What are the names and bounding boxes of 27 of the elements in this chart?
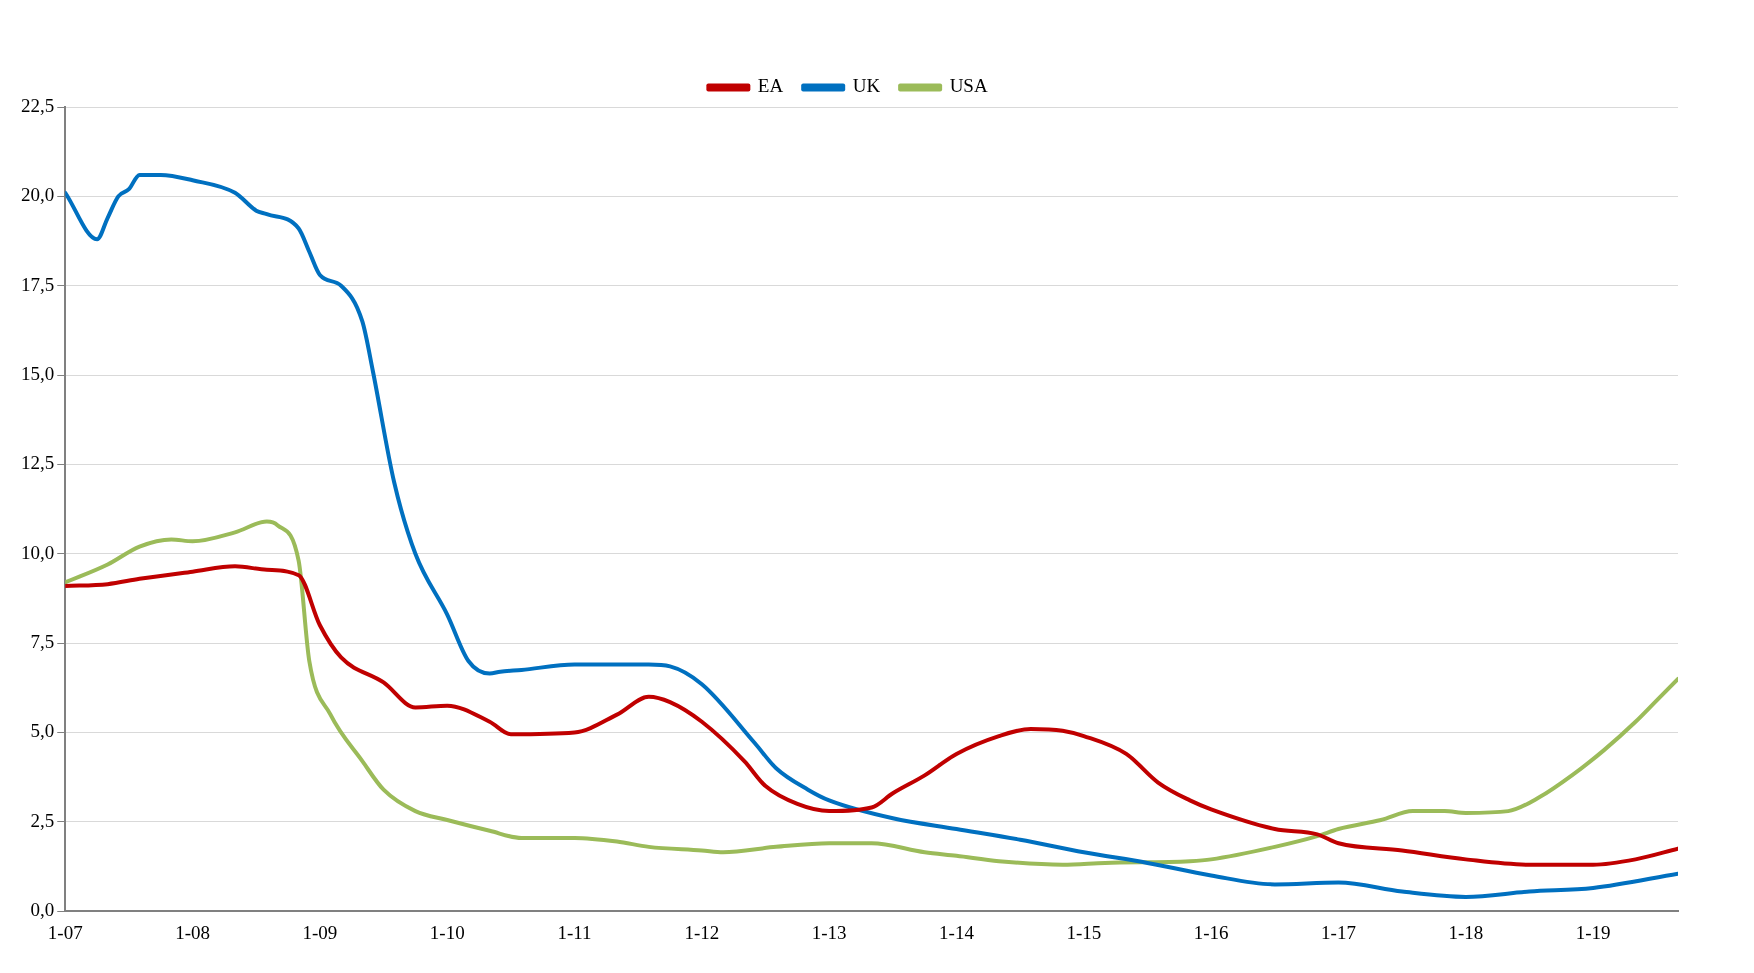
x-tick-label: 1-09 bbox=[302, 921, 338, 943]
y-tick-label: 15,0 bbox=[21, 363, 55, 385]
legend-label: UK bbox=[852, 75, 881, 97]
y-tick-label: 20,0 bbox=[21, 184, 55, 206]
x-tick-label: 1-13 bbox=[811, 921, 847, 943]
y-tick-label: 17,5 bbox=[21, 273, 55, 295]
x-tick-label: 1-14 bbox=[939, 921, 975, 943]
x-tick-label: 1-08 bbox=[175, 921, 210, 943]
y-tick-label: 5,0 bbox=[30, 720, 55, 742]
x-tick-label: 1-19 bbox=[1575, 921, 1611, 943]
x-tick-label: 1-18 bbox=[1448, 921, 1484, 943]
line-series bbox=[65, 172, 1678, 899]
x-tick-label: 1-15 bbox=[1066, 921, 1102, 943]
y-tick-label: 7,5 bbox=[30, 631, 55, 653]
x-tick-label: 1-12 bbox=[684, 921, 720, 943]
x-tick-label: 1-16 bbox=[1193, 921, 1229, 943]
y-tick-label: 0,0 bbox=[30, 899, 55, 921]
legend-label: EA bbox=[757, 75, 784, 97]
y-tick-label: 12,5 bbox=[21, 452, 55, 474]
x-tick-label: 1-11 bbox=[557, 921, 592, 943]
x-tick-label: 1-07 bbox=[47, 921, 83, 943]
x-tick-label: 1-10 bbox=[429, 921, 465, 943]
y-tick-label: 22,5 bbox=[21, 94, 55, 116]
y-tick-label: 2,5 bbox=[30, 809, 55, 831]
x-tick-label: 1-17 bbox=[1321, 921, 1356, 943]
y-tick-label: 10,0 bbox=[21, 541, 55, 563]
legend-label: USA bbox=[949, 75, 988, 97]
